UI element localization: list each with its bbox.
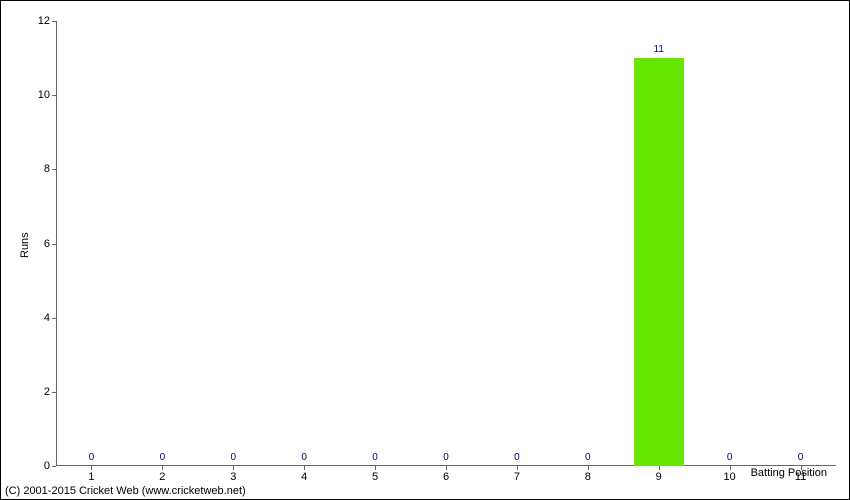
y-tick-mark <box>52 392 56 393</box>
y-axis-label: Runs <box>19 232 31 258</box>
y-tick-mark <box>52 21 56 22</box>
x-tick-label: 7 <box>514 471 520 483</box>
bar-value-label: 0 <box>585 452 591 463</box>
x-tick-mark <box>91 466 92 470</box>
x-tick-label: 2 <box>159 471 165 483</box>
bar-value-label: 11 <box>654 44 664 55</box>
x-tick-label: 5 <box>372 471 378 483</box>
y-tick-label: 4 <box>32 312 50 324</box>
x-tick-mark <box>659 466 660 470</box>
bar <box>634 58 684 466</box>
bar-value-label: 0 <box>372 452 378 463</box>
x-tick-label: 6 <box>443 471 449 483</box>
y-tick-mark <box>52 244 56 245</box>
chart-container: Runs Batting Position (C) 2001-2015 Cric… <box>0 0 850 500</box>
x-tick-label: 11 <box>795 471 806 483</box>
x-tick-mark <box>304 466 305 470</box>
y-tick-label: 10 <box>32 89 50 101</box>
x-tick-mark <box>375 466 376 470</box>
y-tick-label: 2 <box>32 386 50 398</box>
y-tick-label: 6 <box>32 238 50 250</box>
x-tick-label: 8 <box>585 471 591 483</box>
y-tick-label: 12 <box>32 15 50 27</box>
bar-value-label: 0 <box>727 452 733 463</box>
bar-value-label: 0 <box>230 452 236 463</box>
copyright-footer: (C) 2001-2015 Cricket Web (www.cricketwe… <box>5 485 246 497</box>
y-tick-label: 8 <box>32 163 50 175</box>
x-tick-mark <box>517 466 518 470</box>
bar-value-label: 0 <box>514 452 520 463</box>
plot-area <box>56 21 836 466</box>
x-tick-mark <box>588 466 589 470</box>
x-tick-label: 3 <box>230 471 236 483</box>
x-tick-mark <box>801 466 802 470</box>
y-tick-mark <box>52 169 56 170</box>
y-tick-mark <box>52 466 56 467</box>
x-tick-label: 9 <box>656 471 662 483</box>
bar-value-label: 0 <box>443 452 449 463</box>
x-tick-mark <box>162 466 163 470</box>
bar-value-label: 0 <box>301 452 307 463</box>
y-tick-label: 0 <box>32 460 50 472</box>
x-tick-label: 1 <box>88 471 94 483</box>
x-tick-mark <box>446 466 447 470</box>
x-tick-mark <box>730 466 731 470</box>
y-tick-mark <box>52 318 56 319</box>
x-tick-label: 4 <box>301 471 307 483</box>
x-tick-label: 10 <box>724 471 736 483</box>
bar-value-label: 0 <box>160 452 166 463</box>
bar-value-label: 0 <box>89 452 95 463</box>
y-tick-mark <box>52 95 56 96</box>
x-tick-mark <box>233 466 234 470</box>
x-axis-label: Batting Position <box>751 467 827 479</box>
bar-value-label: 0 <box>798 452 804 463</box>
